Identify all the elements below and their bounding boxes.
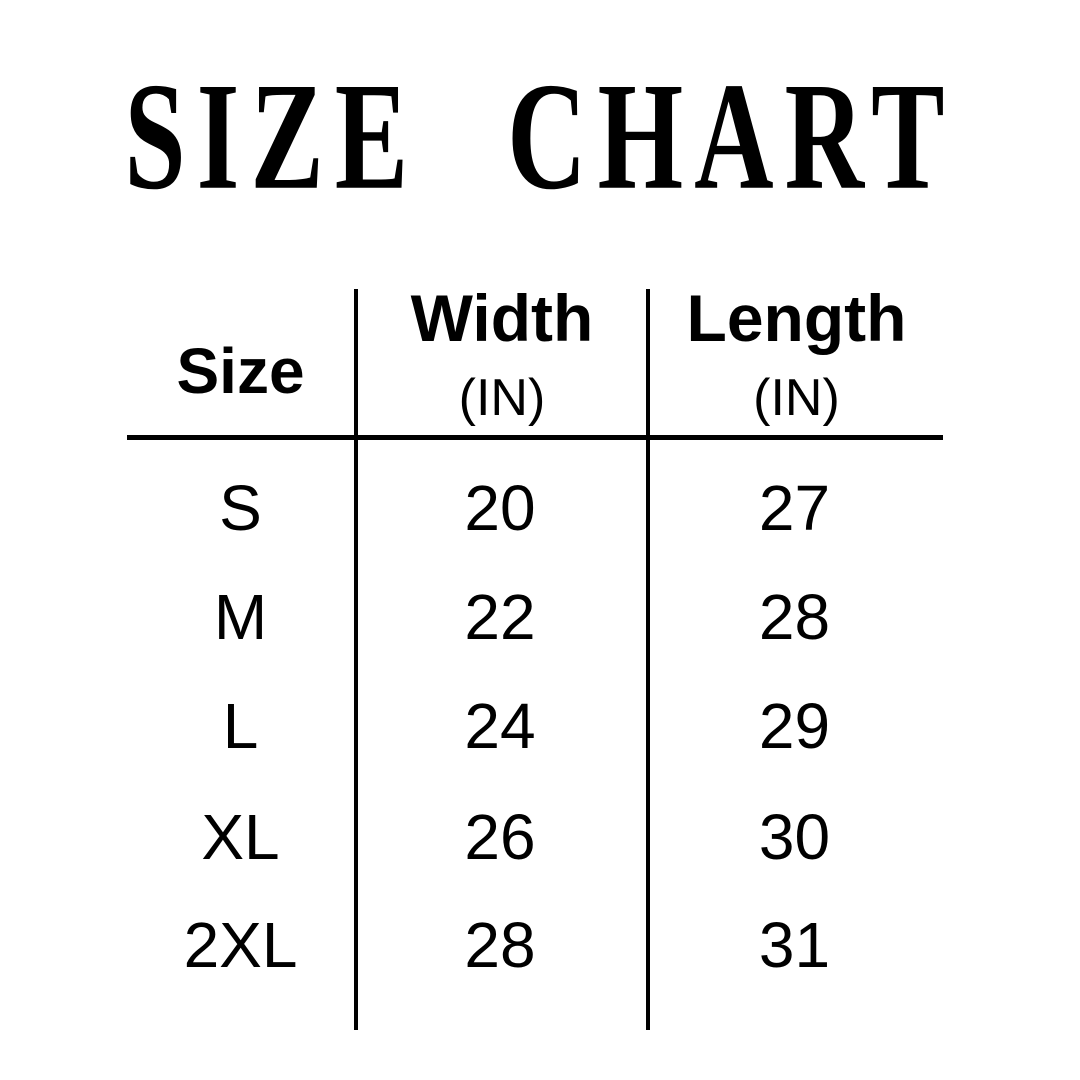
column-header-width: Width xyxy=(410,281,594,355)
column-divider-right xyxy=(646,289,650,1030)
length-cell: 28 xyxy=(758,581,831,653)
header-rule xyxy=(127,435,943,440)
size-cell: 2XL xyxy=(183,909,298,981)
width-cell: 22 xyxy=(464,581,536,653)
table-row: S 20 27 xyxy=(127,454,943,562)
size-cell: S xyxy=(219,472,262,544)
column-divider-left xyxy=(354,289,358,1030)
table-row: L 24 29 xyxy=(127,672,943,780)
size-cell: M xyxy=(213,581,268,653)
column-header-size: Size xyxy=(176,335,305,407)
length-cell: 31 xyxy=(758,909,831,981)
table-row: 2XL 28 31 xyxy=(127,891,943,999)
length-cell: 30 xyxy=(758,801,831,873)
size-cell: XL xyxy=(201,801,280,873)
width-cell: 20 xyxy=(464,472,536,544)
width-cell: 28 xyxy=(464,909,536,981)
table-row: XL 26 30 xyxy=(127,783,943,891)
width-cell: 26 xyxy=(464,801,536,873)
column-header-length: Length xyxy=(686,281,907,355)
length-cell: 27 xyxy=(758,472,831,544)
width-cell: 24 xyxy=(464,690,536,762)
page-title: SIZE CHART xyxy=(124,50,956,222)
length-cell: 29 xyxy=(758,690,831,762)
column-unit-width: (IN) xyxy=(458,369,546,427)
size-cell: L xyxy=(222,690,259,762)
table-row: M 22 28 xyxy=(127,563,943,671)
column-unit-length: (IN) xyxy=(753,369,840,427)
